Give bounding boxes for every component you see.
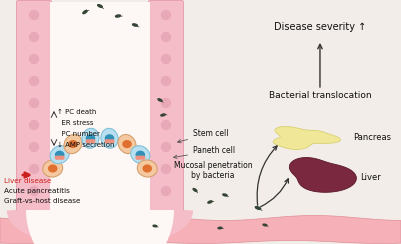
Text: Pancreas: Pancreas xyxy=(353,133,391,142)
Circle shape xyxy=(136,156,139,159)
Text: Liver: Liver xyxy=(360,173,381,183)
Ellipse shape xyxy=(50,146,69,164)
Circle shape xyxy=(30,77,38,85)
Circle shape xyxy=(162,164,170,173)
Circle shape xyxy=(142,156,145,159)
Ellipse shape xyxy=(122,140,132,148)
Ellipse shape xyxy=(153,225,157,227)
Text: Graft-vs-host disease: Graft-vs-host disease xyxy=(4,198,81,204)
Ellipse shape xyxy=(158,99,162,101)
Wedge shape xyxy=(26,210,174,244)
Ellipse shape xyxy=(43,160,63,177)
Circle shape xyxy=(89,140,92,143)
Circle shape xyxy=(105,140,108,143)
Text: Bacterial translocation: Bacterial translocation xyxy=(269,91,371,100)
Ellipse shape xyxy=(218,227,222,229)
Ellipse shape xyxy=(263,224,267,226)
Polygon shape xyxy=(0,215,401,244)
Text: ↑ PC death: ↑ PC death xyxy=(57,109,96,115)
Ellipse shape xyxy=(86,134,95,142)
Ellipse shape xyxy=(255,207,261,209)
Text: ER stress: ER stress xyxy=(57,120,93,126)
Ellipse shape xyxy=(55,151,65,159)
Ellipse shape xyxy=(64,134,82,154)
Circle shape xyxy=(55,156,59,159)
Text: ↓ AMP secretion: ↓ AMP secretion xyxy=(57,142,115,148)
Text: by bacteria: by bacteria xyxy=(191,171,235,180)
Circle shape xyxy=(61,156,64,159)
Circle shape xyxy=(108,140,111,143)
Circle shape xyxy=(92,140,95,143)
Polygon shape xyxy=(273,127,340,150)
Circle shape xyxy=(162,121,170,130)
Ellipse shape xyxy=(208,201,212,203)
Text: Stem cell: Stem cell xyxy=(178,129,229,143)
Circle shape xyxy=(30,142,38,152)
Circle shape xyxy=(30,121,38,130)
Ellipse shape xyxy=(68,140,78,148)
FancyBboxPatch shape xyxy=(16,0,51,212)
Circle shape xyxy=(30,164,38,173)
Circle shape xyxy=(162,77,170,85)
Polygon shape xyxy=(50,2,150,210)
Ellipse shape xyxy=(142,164,152,173)
Text: Mucosal penetration: Mucosal penetration xyxy=(174,161,252,170)
Ellipse shape xyxy=(131,146,150,164)
Ellipse shape xyxy=(193,189,197,192)
Circle shape xyxy=(162,10,170,20)
Circle shape xyxy=(86,140,89,143)
Circle shape xyxy=(30,32,38,41)
Ellipse shape xyxy=(98,5,102,7)
Ellipse shape xyxy=(82,128,99,148)
Ellipse shape xyxy=(105,134,114,142)
Circle shape xyxy=(111,140,114,143)
Circle shape xyxy=(30,99,38,108)
Text: Paneth cell: Paneth cell xyxy=(174,146,235,158)
Ellipse shape xyxy=(83,10,87,14)
Circle shape xyxy=(139,156,142,159)
Circle shape xyxy=(162,142,170,152)
Text: Acute pancreatitis: Acute pancreatitis xyxy=(4,188,70,194)
Ellipse shape xyxy=(115,15,120,17)
FancyBboxPatch shape xyxy=(148,0,184,212)
Circle shape xyxy=(162,32,170,41)
Text: Disease severity ↑: Disease severity ↑ xyxy=(274,22,366,32)
Ellipse shape xyxy=(101,128,118,148)
Circle shape xyxy=(30,54,38,63)
Circle shape xyxy=(162,99,170,108)
Ellipse shape xyxy=(161,114,165,116)
Circle shape xyxy=(30,186,38,195)
Ellipse shape xyxy=(136,151,145,159)
Text: Liver disease: Liver disease xyxy=(4,178,51,184)
Circle shape xyxy=(162,54,170,63)
Ellipse shape xyxy=(137,160,157,177)
Ellipse shape xyxy=(118,134,136,154)
Ellipse shape xyxy=(223,194,227,196)
Text: PC number: PC number xyxy=(57,131,100,137)
Polygon shape xyxy=(290,158,356,192)
Ellipse shape xyxy=(133,24,138,26)
Circle shape xyxy=(30,10,38,20)
Circle shape xyxy=(58,156,61,159)
Circle shape xyxy=(162,186,170,195)
Ellipse shape xyxy=(48,164,57,173)
